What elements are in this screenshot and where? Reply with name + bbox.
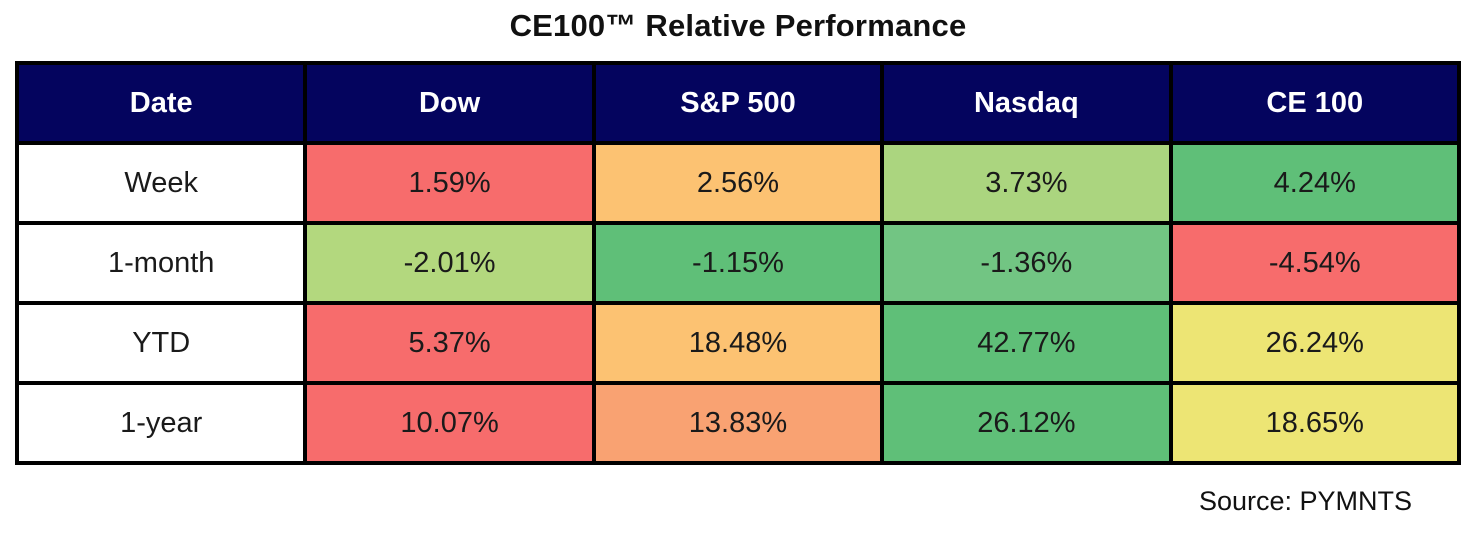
source-note: Source: PYMNTS — [1198, 486, 1412, 516]
header-cell-date: Date — [14, 61, 308, 145]
row-label-ytd: YTD — [14, 301, 308, 385]
performance-table: Date Dow S&P 500 Nasdaq CE 100 Week 1.59… — [14, 61, 1462, 465]
value-cell-week-dow: 1.59% — [303, 141, 596, 225]
value-cell-week-ce100: 4.24% — [1168, 141, 1462, 225]
row-label-week: Week — [14, 141, 308, 225]
value-cell-ytd-nasdaq: 42.77% — [880, 301, 1173, 385]
table-row-1-year: 1-year 10.07% 13.83% 26.12% 18.65% — [14, 381, 1462, 465]
header-row: Date Dow S&P 500 Nasdaq CE 100 — [14, 61, 1462, 145]
row-label-1-year: 1-year — [14, 381, 308, 465]
value-cell-1-month-ce100: -4.54% — [1168, 221, 1462, 305]
value-cell-ytd-ce100: 26.24% — [1168, 301, 1462, 385]
value-cell-ytd-sp500: 18.48% — [591, 301, 885, 385]
header-cell-sp500: S&P 500 — [591, 61, 885, 145]
header-cell-dow: Dow — [303, 61, 596, 145]
value-cell-1-year-dow: 10.07% — [303, 381, 596, 465]
value-cell-1-year-nasdaq: 26.12% — [880, 381, 1173, 465]
value-cell-1-month-nasdaq: -1.36% — [880, 221, 1173, 305]
value-cell-week-sp500: 2.56% — [591, 141, 885, 225]
chart-title: CE100™ Relative Performance — [509, 8, 967, 43]
table-row-ytd: YTD 5.37% 18.48% 42.77% 26.24% — [14, 301, 1462, 385]
table-row-1-month: 1-month -2.01% -1.15% -1.36% -4.54% — [14, 221, 1462, 305]
header-cell-nasdaq: Nasdaq — [880, 61, 1173, 145]
value-cell-week-nasdaq: 3.73% — [880, 141, 1173, 225]
table-row-week: Week 1.59% 2.56% 3.73% 4.24% — [14, 141, 1462, 225]
value-cell-ytd-dow: 5.37% — [303, 301, 596, 385]
value-cell-1-month-dow: -2.01% — [303, 221, 596, 305]
header-cell-ce100: CE 100 — [1168, 61, 1462, 145]
row-label-1-month: 1-month — [14, 221, 308, 305]
value-cell-1-year-sp500: 13.83% — [591, 381, 885, 465]
value-cell-1-year-ce100: 18.65% — [1168, 381, 1462, 465]
value-cell-1-month-sp500: -1.15% — [591, 221, 885, 305]
